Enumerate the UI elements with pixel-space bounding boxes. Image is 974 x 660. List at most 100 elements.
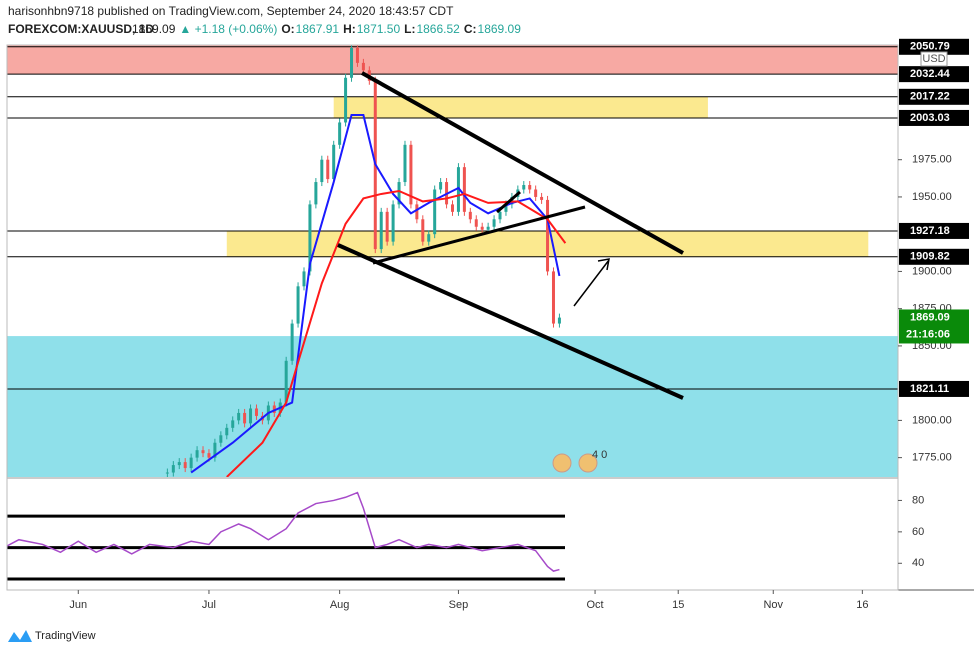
- level-label: 2032.44: [910, 68, 951, 80]
- candle-body: [249, 408, 253, 424]
- last-price-label: 1869.09: [910, 311, 950, 323]
- zone: [7, 45, 898, 75]
- candle-body: [385, 211, 389, 242]
- last-price-box: [899, 309, 969, 344]
- x-tick-label: Sep: [449, 599, 469, 611]
- rsi-tick-label: 40: [912, 557, 924, 569]
- ohlc-key: L:: [404, 22, 415, 36]
- candle-body: [528, 185, 532, 190]
- axes: 1775.001800.001850.001875.001900.001950.…: [69, 38, 969, 611]
- candle-body: [391, 204, 395, 242]
- arrow: [573, 258, 610, 307]
- candle-body: [498, 211, 502, 220]
- candle-body: [468, 211, 472, 220]
- candle-body: [355, 47, 359, 63]
- level-box: [899, 38, 969, 55]
- level-box: [899, 88, 969, 105]
- level-box: [899, 248, 969, 265]
- candle-body: [326, 159, 330, 180]
- candle-body: [557, 317, 561, 324]
- drawings: 4 0: [337, 71, 684, 473]
- candle-body: [474, 219, 478, 227]
- candle-body: [433, 189, 437, 235]
- level-box: [899, 380, 969, 397]
- candle-body: [492, 219, 496, 227]
- level-label: 2003.03: [910, 112, 950, 124]
- candle-body: [243, 412, 247, 424]
- frame: [6, 44, 899, 591]
- rsi-line: [7, 491, 560, 572]
- candle-body: [504, 204, 508, 212]
- candle-body: [177, 462, 181, 466]
- publisher: harisonhbn9718 published on TradingView.…: [8, 4, 454, 18]
- y-tick-label: 1775.00: [912, 452, 952, 464]
- candle-body: [225, 427, 229, 436]
- ohlc-value: 1866.52: [416, 22, 460, 36]
- candle-body: [213, 442, 217, 458]
- candle-body: [308, 204, 312, 272]
- candle-body: [207, 453, 211, 458]
- x-tick-label: 15: [672, 599, 684, 611]
- candle-body: [486, 226, 490, 230]
- candle-body: [201, 450, 205, 454]
- header-field: ▲ +1.18 (+0.06%): [179, 22, 277, 36]
- candle-body: [171, 465, 175, 473]
- candle-body: [189, 457, 193, 469]
- level-label: 2017.22: [910, 91, 950, 103]
- candle-body: [332, 144, 336, 180]
- moving-average: [190, 114, 561, 474]
- y-tick-label: 1900.00: [912, 265, 952, 277]
- candle-body: [379, 211, 383, 250]
- currency-box: [920, 51, 948, 67]
- y-tick-label: 1975.00: [912, 154, 952, 166]
- candle-body: [320, 159, 324, 183]
- level-label: 2050.79: [910, 41, 950, 53]
- trend-line: [496, 190, 521, 214]
- x-tick-label: Jun: [69, 599, 87, 611]
- logo: [8, 630, 32, 642]
- trend-line: [337, 243, 684, 400]
- y-tick-label: 1950.00: [912, 191, 952, 203]
- candle-body: [397, 182, 401, 205]
- event-badge: 4 0: [592, 449, 607, 461]
- candle-body: [296, 286, 300, 324]
- level-label: 1909.82: [910, 251, 950, 263]
- ohlc-value: 1871.50: [357, 22, 401, 36]
- candle-body: [237, 412, 241, 421]
- x-tick-label: 16: [856, 599, 868, 611]
- candle-body: [551, 271, 555, 324]
- level-label: 1927.18: [910, 225, 950, 237]
- candle-body: [195, 450, 199, 458]
- candle-body: [421, 219, 425, 242]
- footer: TradingView: [35, 630, 96, 642]
- candle-body: [254, 408, 258, 416]
- candle-body: [462, 167, 466, 212]
- event-icon: [578, 453, 598, 473]
- candle-body: [546, 199, 550, 272]
- level-box: [899, 109, 969, 126]
- candle-body: [350, 47, 354, 78]
- x-tick-label: Nov: [763, 599, 783, 611]
- trend-line: [372, 205, 586, 265]
- rsi-tick-label: 60: [912, 526, 924, 538]
- candle-body: [302, 271, 306, 287]
- level-box: [899, 66, 969, 83]
- ohlc-value: 1867.91: [296, 22, 340, 36]
- y-tick-label: 1800.00: [912, 414, 952, 426]
- candle-body: [219, 435, 223, 443]
- candle-body: [290, 323, 294, 361]
- trend-line: [361, 71, 684, 255]
- rsi-pane: [7, 491, 565, 581]
- candle-body: [231, 420, 235, 428]
- ohlc-key: H:: [343, 22, 356, 36]
- ohlc-value: 1869.09: [478, 22, 522, 36]
- candle-body: [439, 182, 443, 190]
- x-tick-label: Oct: [586, 599, 603, 611]
- zone: [333, 96, 708, 118]
- candle-body: [403, 144, 407, 183]
- candle-body: [183, 462, 187, 469]
- moving-average: [226, 189, 567, 477]
- candle-body: [284, 360, 288, 403]
- countdown: 21:16:06: [906, 328, 950, 340]
